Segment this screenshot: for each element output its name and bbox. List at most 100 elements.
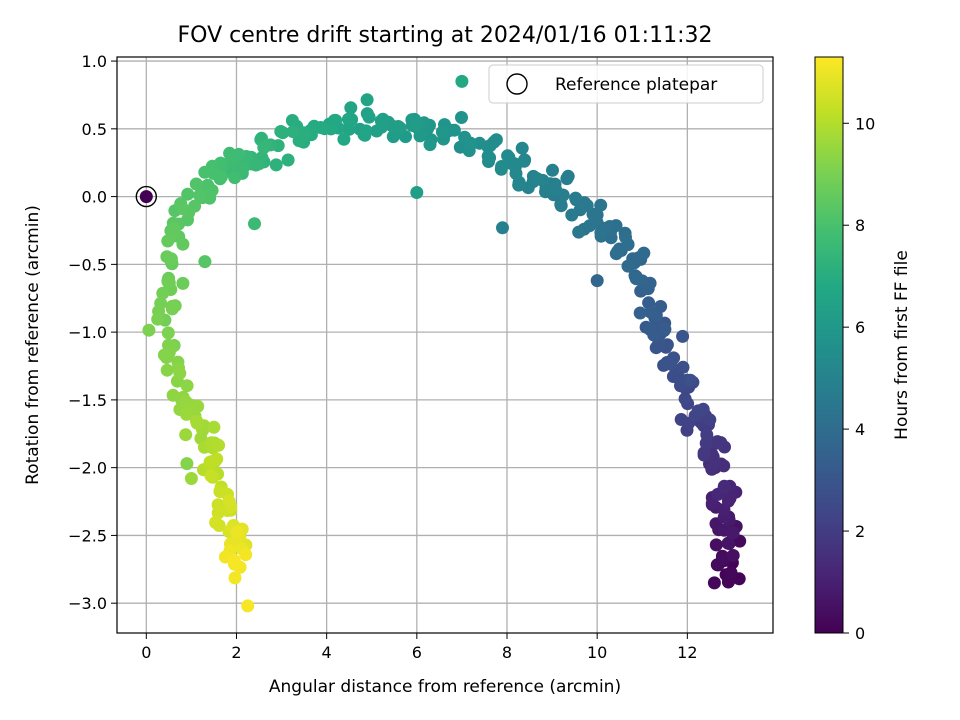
data-point — [269, 158, 283, 172]
data-point — [180, 407, 193, 421]
y-tick-label: −0.5 — [68, 255, 107, 274]
data-point — [190, 416, 204, 430]
data-point — [358, 128, 372, 142]
y-axis-label: Rotation from reference (arcmin) — [23, 205, 43, 485]
data-point — [501, 149, 515, 163]
data-point — [274, 125, 288, 138]
reference-point-group — [135, 185, 158, 208]
x-tick-label: 10 — [587, 643, 607, 662]
data-point — [509, 167, 523, 180]
x-axis-label: Angular distance from reference (arcmin) — [269, 677, 621, 697]
data-point — [717, 479, 731, 493]
data-point — [455, 111, 468, 124]
data-point — [296, 126, 310, 140]
data-point — [611, 245, 625, 258]
data-point — [180, 379, 194, 393]
data-point — [374, 114, 388, 128]
data-point — [257, 141, 271, 155]
legend-box — [488, 64, 764, 104]
x-tick-label: 2 — [231, 643, 241, 662]
data-point — [160, 363, 174, 377]
data-point — [360, 93, 374, 107]
data-point — [198, 165, 212, 179]
y-tick-label: 1.0 — [82, 52, 107, 71]
data-point — [565, 208, 579, 222]
data-point — [658, 322, 672, 336]
data-point — [224, 153, 238, 167]
data-point — [228, 171, 242, 185]
data-point — [181, 187, 195, 201]
data-point — [410, 186, 424, 199]
data-point — [637, 246, 651, 260]
data-point — [649, 308, 663, 322]
legend-label-reference-platepar: Reference platepar — [555, 75, 717, 95]
data-point — [721, 536, 735, 550]
data-point — [726, 526, 740, 540]
y-tick-label: −2.5 — [68, 526, 107, 545]
data-point — [594, 198, 608, 212]
data-point — [191, 399, 205, 413]
data-point — [709, 435, 723, 449]
y-tick-label: 0.5 — [82, 120, 107, 139]
data-point — [341, 112, 355, 126]
data-point — [179, 428, 193, 442]
data-point — [198, 255, 212, 269]
colorbar-tick-label: 0 — [855, 624, 865, 643]
y-tick-label: −3.0 — [68, 594, 107, 613]
data-point — [222, 494, 236, 508]
data-point — [173, 366, 187, 380]
colorbar: 0 2 4 6 8 10 Hours from first FF file — [814, 56, 912, 643]
data-point — [157, 348, 171, 362]
data-point — [676, 360, 690, 374]
reference-ring — [135, 185, 158, 208]
data-point — [285, 114, 299, 127]
data-point — [362, 110, 376, 124]
data-point — [180, 457, 194, 471]
data-point — [458, 130, 472, 144]
data-point — [227, 553, 241, 567]
x-tick-label: 0 — [141, 643, 151, 662]
data-point — [161, 275, 175, 289]
data-point — [594, 226, 608, 240]
data-point — [619, 230, 632, 244]
y-tick-label: −1.5 — [68, 391, 107, 410]
data-point — [164, 252, 178, 266]
data-point — [161, 234, 175, 248]
legend: Reference platepar — [488, 64, 764, 104]
data-point — [455, 74, 469, 88]
data-point — [495, 160, 509, 173]
colorbar-tick-label: 4 — [855, 420, 865, 439]
data-point — [496, 221, 509, 235]
x-tick-label: 6 — [412, 643, 422, 662]
data-point — [546, 163, 559, 177]
data-point — [286, 125, 300, 139]
reference-point — [139, 190, 153, 204]
data-point — [393, 121, 407, 135]
data-point — [165, 302, 179, 316]
data-point — [193, 189, 207, 202]
data-point — [530, 172, 544, 186]
colorbar-ticks: 0 2 4 6 8 10 — [843, 114, 875, 643]
data-point — [691, 404, 705, 418]
data-point — [151, 312, 165, 326]
data-point — [633, 306, 647, 320]
data-point — [156, 286, 170, 300]
data-point — [678, 392, 692, 406]
colorbar-tick-label: 8 — [855, 216, 865, 235]
data-point — [590, 274, 604, 288]
y-tick-label: −2.0 — [68, 459, 107, 478]
data-points — [142, 74, 747, 613]
data-point — [228, 571, 242, 585]
data-point — [176, 237, 190, 251]
plot-frame — [116, 56, 774, 634]
data-point — [724, 566, 738, 580]
colorbar-tick-label: 10 — [855, 114, 875, 133]
legend-marker — [506, 73, 528, 95]
data-point — [248, 217, 261, 231]
x-tick-label: 4 — [322, 643, 332, 662]
data-point — [176, 276, 190, 290]
data-point — [236, 162, 250, 176]
y-axis-ticks: −3.0 −2.5 −2.0 −1.5 −1.0 −0.5 0.0 0.5 1.0 — [68, 52, 117, 613]
data-point — [560, 172, 574, 186]
